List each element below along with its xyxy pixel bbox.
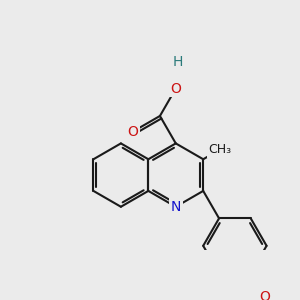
Text: O: O — [259, 290, 270, 300]
Text: H: H — [172, 55, 182, 69]
Text: CH₃: CH₃ — [208, 143, 231, 156]
Text: N: N — [171, 200, 181, 214]
Text: O: O — [127, 125, 138, 139]
Text: O: O — [170, 82, 181, 95]
